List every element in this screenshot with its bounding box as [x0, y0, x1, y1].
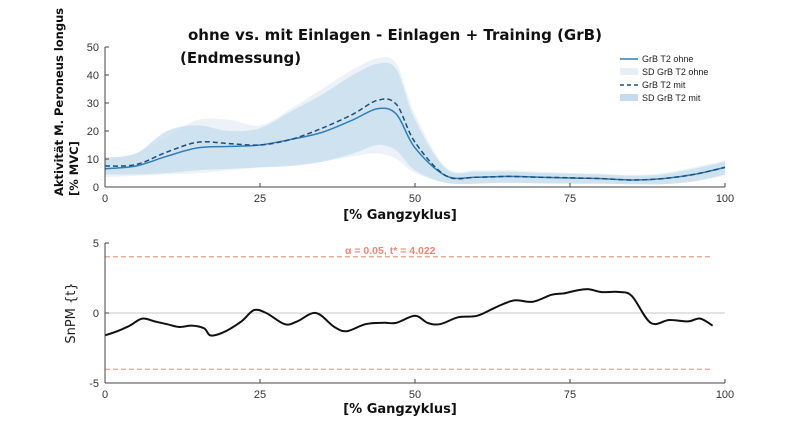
legend-swatch-sd-ohne [620, 68, 638, 75]
legend: GrB T2 ohne SD GrB T2 ohne GrB T2 mit SD… [620, 54, 708, 103]
bottom-y-tick-label: 0 [93, 308, 99, 320]
legend-swatch-sd-mit [620, 94, 638, 101]
sd-band-3 [105, 62, 725, 185]
bottom-y-label: SnPM {t} [64, 282, 79, 343]
legend-label-ohne: GrB T2 ohne [642, 54, 693, 64]
top-x-tick-label: 75 [564, 193, 576, 205]
legend-label-mit: GrB T2 mit [642, 80, 686, 90]
top-x-tick-label: 100 [716, 193, 734, 205]
series-line-mit [104, 98, 726, 181]
top-y-label-line2: [% MVC] [67, 141, 81, 196]
bottom-x-tick-label: 25 [254, 389, 266, 401]
top-y-tick-label: 40 [87, 70, 99, 82]
series-line-ohne [104, 107, 726, 181]
top-y-tick-label: 10 [87, 154, 99, 166]
top-x-tick-label: 25 [254, 193, 266, 205]
bottom-x-tick-label: 75 [564, 389, 576, 401]
threshold-label: α = 0.05, t* = 4.022 [345, 245, 436, 257]
top-y-tick-label: 50 [87, 42, 99, 54]
top-x-tick-label: 0 [102, 193, 108, 205]
top-x-label: [% Gangzyklus] [343, 208, 457, 223]
top-y-tick-label: 30 [87, 98, 99, 110]
top-chart: ohne vs. mit Einlagen - Einlagen + Train… [52, 8, 734, 223]
legend-label-sd-mit: SD GrB T2 mit [642, 93, 701, 103]
top-x-tick-label: 50 [409, 193, 421, 205]
bottom-y-tick-label: 5 [93, 238, 99, 250]
bottom-y-tick-label: -5 [89, 378, 99, 390]
bottom-x-label: [% Gangzyklus] [343, 402, 457, 417]
bottom-x-tick-label: 0 [102, 389, 108, 401]
bottom-x-tick-label: 100 [716, 389, 734, 401]
top-y-label-line1: Aktivität M. Peroneus longus [52, 8, 66, 196]
top-y-tick-label: 20 [87, 126, 99, 138]
bottom-x-tick-label: 50 [409, 389, 421, 401]
chart-title-line1: ohne vs. mit Einlagen - Einlagen + Train… [188, 26, 602, 44]
spm-t-line [104, 288, 714, 337]
legend-label-sd-ohne: SD GrB T2 ohne [642, 67, 708, 77]
top-y-tick-label: 0 [93, 182, 99, 194]
chart-title-line2: (Endmessung) [180, 49, 301, 67]
